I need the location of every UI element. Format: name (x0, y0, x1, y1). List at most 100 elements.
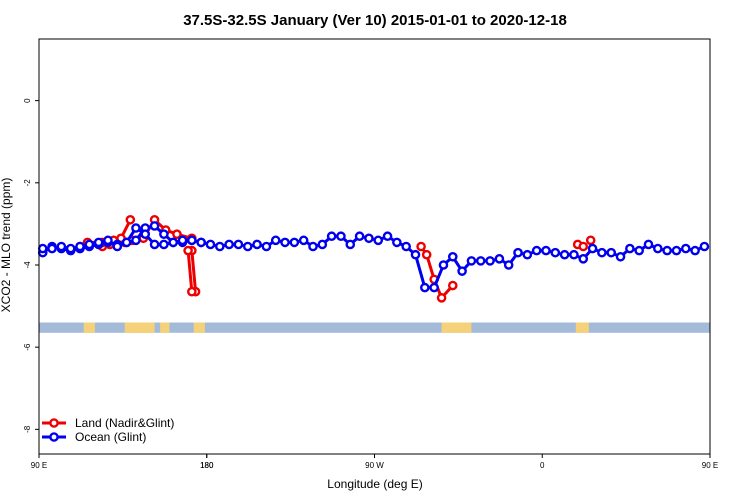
land-patch (83, 322, 92, 333)
land-patch (575, 322, 589, 333)
data-point (671, 245, 682, 256)
data-point (436, 293, 447, 303)
legend-label: Ocean (Glint) (75, 430, 146, 444)
data-point (410, 249, 421, 260)
series-line (186, 250, 194, 292)
data-point (103, 235, 113, 246)
data-point (550, 247, 561, 258)
data-point (252, 239, 262, 250)
data-point (121, 237, 132, 248)
data-point (242, 241, 253, 252)
series-1 (37, 221, 710, 293)
data-point (177, 235, 188, 246)
data-point (140, 229, 151, 239)
x-tick-label: 0 (540, 461, 545, 470)
data-point (65, 243, 76, 254)
data-point (690, 245, 700, 256)
y-tick-label: 0 (23, 98, 32, 103)
land-patch (160, 322, 170, 333)
land-patch (441, 322, 472, 333)
data-point (354, 231, 365, 242)
data-point (326, 231, 337, 242)
data-point (373, 235, 384, 246)
data-point (75, 241, 85, 252)
data-point (196, 237, 206, 248)
data-point (429, 282, 439, 293)
data-point (149, 221, 160, 231)
data-point (298, 235, 309, 246)
y-tick-label: -4 (23, 261, 32, 269)
data-point (187, 235, 197, 246)
data-point (93, 237, 104, 248)
data-point (541, 245, 551, 256)
data-point (308, 241, 318, 252)
data-point (84, 239, 95, 250)
data-point (416, 241, 426, 252)
land-patch (193, 322, 205, 333)
data-point (531, 245, 542, 256)
data-point (37, 243, 48, 254)
data-point (280, 237, 290, 248)
data-point (233, 239, 244, 250)
legend-label: Land (Nadir&Glint) (75, 416, 174, 430)
data-point (421, 249, 432, 260)
data-point (159, 229, 169, 239)
data-point (336, 231, 346, 242)
series-line (190, 250, 198, 292)
x-tick-label: 90 E (702, 461, 718, 470)
x-tick-label: 90 W (365, 461, 384, 470)
plot-series (37, 214, 710, 303)
data-point (187, 286, 197, 297)
data-point (634, 245, 644, 256)
data-point (485, 256, 495, 266)
x-tick-label: 180 (200, 461, 214, 470)
data-point (569, 249, 579, 260)
data-point (224, 239, 234, 250)
data-point (466, 256, 477, 266)
x-axis-label: Longitude (deg E) (327, 477, 422, 491)
ocean-band (39, 322, 710, 333)
data-point (578, 254, 589, 264)
data-point (625, 243, 635, 254)
data-point (494, 254, 505, 264)
data-point (401, 241, 411, 252)
legend-marker (49, 418, 59, 428)
data-point (131, 223, 141, 233)
data-point (522, 249, 533, 260)
y-tick-label: -8 (23, 425, 32, 433)
map-band (39, 322, 710, 333)
data-point (643, 239, 654, 250)
data-point (345, 239, 356, 250)
data-point (587, 243, 598, 254)
data-point (56, 241, 67, 252)
data-point (585, 235, 596, 246)
land-patch (124, 322, 151, 333)
data-point (597, 247, 607, 258)
data-point (420, 282, 430, 293)
data-point (447, 251, 458, 262)
data-point (172, 229, 182, 239)
data-point (699, 241, 710, 252)
data-point (168, 237, 178, 248)
data-point (382, 231, 393, 242)
data-point (475, 256, 486, 266)
data-point (270, 235, 281, 246)
data-point (606, 247, 617, 258)
data-point (47, 243, 57, 254)
legend-marker (49, 432, 59, 442)
y-tick-label: -2 (23, 179, 32, 187)
x-tick-label: 90 E (31, 461, 47, 470)
data-point (653, 243, 663, 254)
data-point (559, 249, 570, 260)
data-point (578, 241, 589, 252)
y-axis-label: XCO2 - MLO trend (ppm) (0, 178, 13, 313)
data-point (159, 239, 169, 250)
data-point (205, 239, 216, 250)
data-point (680, 243, 691, 254)
y-tick-label: -6 (23, 343, 32, 351)
data-point (317, 239, 328, 250)
data-point (112, 241, 123, 252)
data-point (392, 237, 402, 248)
